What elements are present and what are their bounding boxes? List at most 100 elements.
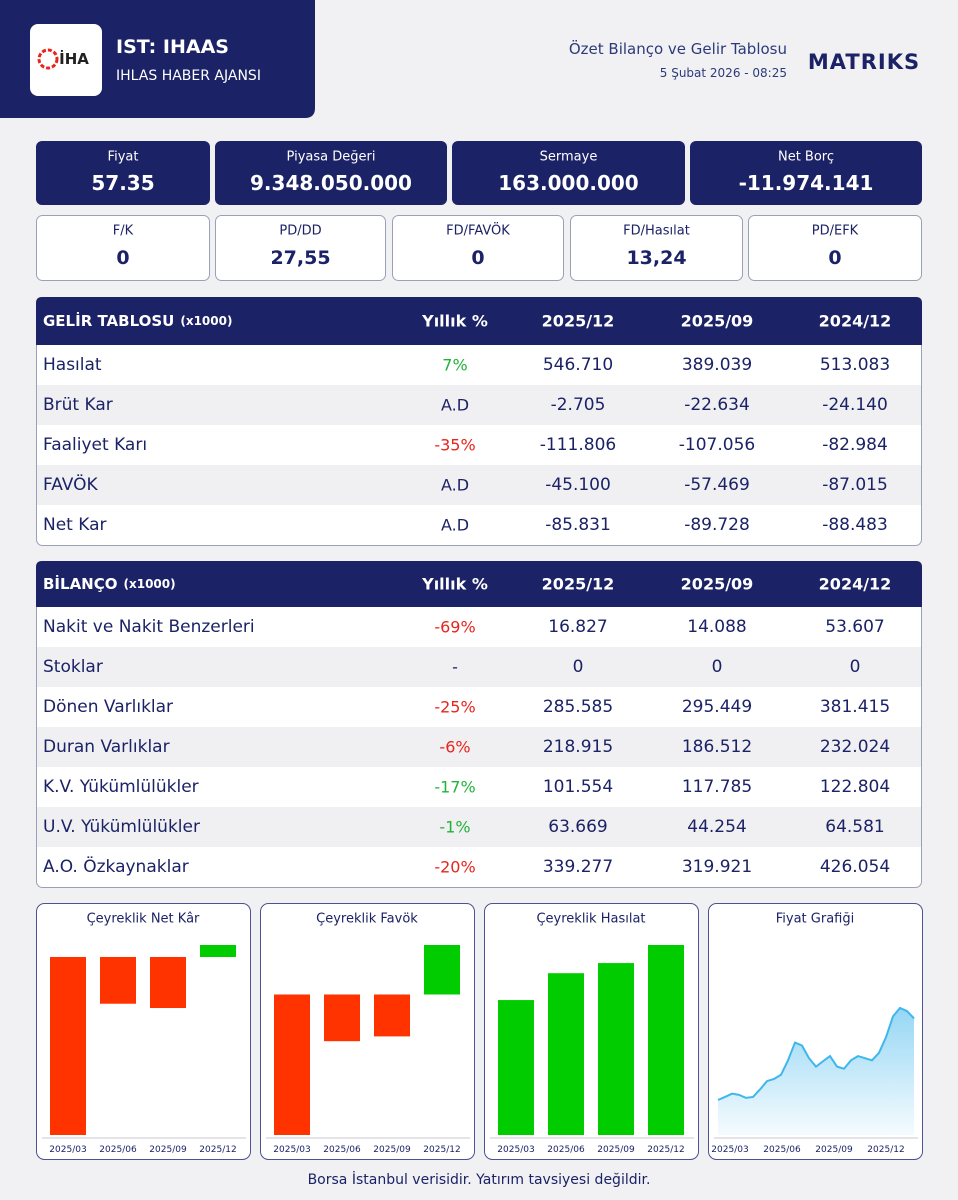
row-value: 285.585 [543, 697, 613, 717]
ticker: IST: IHAAS [116, 36, 229, 58]
ratio-label: F/K [113, 224, 134, 239]
row-stripe [37, 727, 921, 767]
row-value: 0 [573, 657, 584, 677]
row-stripe [37, 807, 921, 847]
x-tick-label: 2025/12 [199, 1145, 236, 1155]
column-header: 2024/12 [819, 312, 892, 331]
x-tick-label: 2025/12 [423, 1145, 460, 1155]
metric-value: 9.348.050.000 [250, 171, 412, 195]
column-header: Yıllık % [421, 312, 488, 331]
bar [274, 994, 310, 1135]
price-area [718, 1008, 914, 1135]
column-header: 2025/09 [681, 312, 754, 331]
row-value: 186.512 [682, 737, 752, 757]
row-value: 63.669 [548, 817, 607, 837]
row-value: 295.449 [682, 697, 752, 717]
row-label: Duran Varlıklar [43, 737, 170, 757]
table-header [36, 561, 922, 607]
metric-box [215, 141, 447, 205]
row-value: -89.728 [684, 515, 750, 535]
chart-card [36, 903, 251, 1160]
company: IHLAS HABER AJANSI [116, 68, 261, 84]
row-value: 0 [850, 657, 861, 677]
column-header: 2024/12 [819, 575, 892, 594]
row-label: Hasılat [43, 355, 102, 375]
x-tick-label: 2025/09 [149, 1145, 187, 1155]
metric-label: Sermaye [540, 150, 598, 165]
row-value: 513.083 [820, 355, 890, 375]
x-tick-label: 2025/09 [815, 1145, 853, 1155]
row-value: 546.710 [543, 355, 613, 375]
bar [548, 973, 584, 1135]
bar [424, 945, 460, 995]
x-tick-label: 2025/09 [373, 1145, 411, 1155]
x-tick-label: 2025/06 [763, 1145, 801, 1155]
row-stripe [37, 647, 921, 687]
bar [200, 945, 236, 957]
row-value: -22.634 [684, 395, 750, 415]
row-value: -111.806 [540, 435, 616, 455]
metric-value: 163.000.000 [498, 171, 638, 195]
row-change: A.D [441, 396, 469, 415]
x-tick-label: 2025/06 [99, 1145, 137, 1155]
metric-label: Net Borç [778, 150, 834, 165]
row-change: -1% [439, 818, 470, 837]
metric-box [452, 141, 685, 205]
timestamp: 5 Şubat 2026 - 08:25 [660, 66, 787, 80]
ratio-value: 0 [116, 247, 129, 269]
row-value: 232.024 [820, 737, 890, 757]
ratio-value: 0 [471, 247, 484, 269]
logo-box [30, 24, 102, 96]
row-change: A.D [441, 476, 469, 495]
ratio-box [392, 215, 564, 281]
table-header [36, 297, 922, 345]
row-label: Brüt Kar [43, 395, 113, 415]
row-value: 14.088 [687, 617, 746, 637]
bar [100, 956, 136, 1004]
row-value: 53.607 [825, 617, 884, 637]
row-change: -35% [434, 436, 475, 455]
row-change: -6% [439, 738, 470, 757]
metric-label: Fiyat [108, 150, 139, 165]
logo-text: İHA [59, 49, 89, 68]
x-tick-label: 2025/12 [647, 1145, 684, 1155]
row-change: -69% [434, 618, 475, 637]
row-value: 426.054 [820, 857, 890, 877]
bar [150, 956, 186, 1009]
chart-card [260, 903, 475, 1160]
metric-box [690, 141, 922, 205]
row-label: Faaliyet Karı [43, 435, 147, 455]
ratio-label: FD/FAVÖK [446, 222, 510, 239]
bar [498, 1000, 534, 1135]
row-value: 389.039 [682, 355, 752, 375]
ratio-label: PD/EFK [812, 224, 859, 239]
column-header: 2025/12 [542, 575, 615, 594]
x-tick-label: 2025/03 [711, 1145, 748, 1155]
row-stripe [37, 385, 921, 425]
bar [648, 945, 684, 1135]
row-value: -2.705 [551, 395, 606, 415]
footer: Borsa İstanbul verisidir. Yatırım tavsiy… [308, 1170, 651, 1188]
x-tick-label: 2025/12 [867, 1145, 904, 1155]
row-change: -25% [434, 698, 475, 717]
row-value: -85.831 [545, 515, 611, 535]
row-change: - [452, 658, 458, 677]
row-value: 64.581 [825, 817, 884, 837]
bar [598, 963, 634, 1135]
row-label: U.V. Yükümlülükler [43, 817, 200, 837]
column-header: 2025/09 [681, 575, 754, 594]
ratio-value: 0 [828, 247, 841, 269]
metric-box [36, 141, 210, 205]
row-value: 339.277 [543, 857, 613, 877]
row-label: Stoklar [43, 657, 103, 677]
price-line [717, 1006, 915, 1101]
ratio-label: PD/DD [279, 224, 321, 239]
report-title: Özet Bilanço ve Gelir Tablosu [569, 39, 787, 58]
metric-label: Piyasa Değeri [287, 150, 376, 165]
table-title: GELİR TABLOSU (x1000) [43, 311, 232, 330]
column-header: Yıllık % [421, 575, 488, 594]
row-change: -17% [434, 778, 475, 797]
bar [324, 994, 360, 1042]
